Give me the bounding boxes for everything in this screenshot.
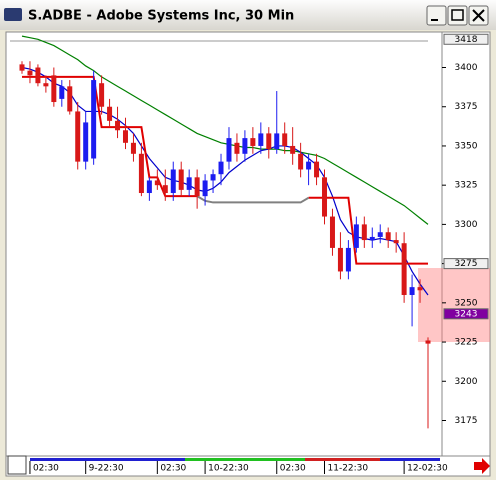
candle-body [385, 232, 391, 241]
minimize-button[interactable] [426, 5, 447, 26]
candle-body [274, 133, 280, 150]
candle-body [250, 138, 256, 146]
candle-body [75, 111, 81, 162]
candle-body [393, 240, 399, 244]
candle-body [329, 216, 335, 248]
close-button[interactable] [468, 5, 489, 26]
price-marker-box [443, 308, 489, 320]
session-bar [185, 458, 305, 461]
candle-body [91, 80, 97, 159]
candle-body [162, 185, 168, 194]
y-tick-label: 3300 [455, 220, 478, 230]
x-tick-label: 02:30 [33, 464, 59, 474]
session-bar[interactable] [380, 458, 440, 461]
candle-body [154, 180, 160, 186]
candle-body [242, 138, 248, 154]
candle-body [99, 83, 105, 107]
x-tick-label: 12-02:30 [407, 464, 448, 474]
candle-body [186, 177, 192, 190]
plot-area [5, 31, 443, 457]
candle-body [337, 247, 343, 272]
candle-body [234, 142, 240, 154]
candle-body [202, 180, 208, 197]
window-title: S.ADBE - Adobe Systems Inc, 30 Min [28, 9, 294, 24]
candle-body [122, 130, 128, 143]
price-axis [441, 31, 491, 457]
window-icon [4, 8, 22, 21]
y-tick-label: 3200 [455, 377, 478, 387]
price-marker-label: 3243 [455, 309, 478, 319]
indicator-line [196, 195, 310, 204]
candle-body [369, 236, 375, 241]
candle-body [35, 67, 41, 84]
candle-body [345, 247, 351, 272]
y-tick-label: 3325 [455, 181, 478, 191]
y-tick-label: 3350 [455, 141, 478, 151]
maximize-button[interactable] [447, 5, 468, 26]
candle-body [417, 287, 423, 291]
candle-body [218, 161, 224, 175]
candle-body [361, 224, 367, 241]
x-tick-label: 11-22:30 [328, 464, 369, 474]
candle-body [194, 177, 200, 197]
indicator-line [21, 35, 429, 225]
candle-body [51, 75, 57, 103]
x-tick-label: 02:30 [280, 464, 306, 474]
candle-body [59, 86, 65, 99]
candle-body [170, 169, 176, 194]
candle-body [107, 106, 113, 121]
candle-body [314, 161, 320, 178]
candle-body [306, 161, 312, 170]
x-tick-label: 10-22:30 [208, 464, 249, 474]
candle-body [226, 138, 232, 162]
price-marker-box [443, 33, 489, 45]
y-tick-label: 3175 [455, 416, 478, 426]
candle-body [83, 122, 89, 162]
candle-body [130, 142, 136, 154]
candle-body [401, 243, 407, 295]
candle-body [210, 174, 216, 181]
candle-body [282, 133, 288, 146]
candle-body [322, 177, 328, 217]
corner-box[interactable] [7, 455, 27, 475]
y-tick-label: 3250 [455, 298, 478, 308]
candle-body [258, 133, 264, 146]
candle-body [353, 224, 359, 248]
candle-body [425, 340, 431, 344]
candle-body [377, 232, 383, 237]
candle-body [138, 153, 144, 194]
candle-body [19, 64, 25, 71]
y-tick-label: 3375 [455, 102, 478, 112]
candle-body [67, 86, 73, 112]
price-marker-box [443, 258, 489, 270]
candle-body [298, 153, 304, 170]
y-tick-label: 3225 [455, 338, 478, 348]
candle-body [43, 83, 49, 87]
price-marker-label: 3275 [455, 259, 478, 269]
price-marker-label: 3418 [455, 35, 478, 45]
alert-zone [418, 268, 490, 342]
session-bar [305, 458, 380, 461]
indicator-line [21, 66, 429, 296]
candle-body [178, 169, 184, 190]
candle-body [266, 133, 272, 150]
candle-body [27, 70, 33, 76]
y-tick-label: 3400 [455, 63, 478, 73]
title-bar [0, 0, 496, 30]
candle-body [290, 145, 296, 154]
candle-body [115, 120, 121, 131]
candle-body [146, 180, 152, 194]
x-tick-label: 02:30 [160, 464, 186, 474]
scroll-arrow[interactable] [474, 458, 490, 474]
session-bar [30, 458, 185, 461]
candle-body [409, 287, 415, 295]
x-tick-label: 9-22:30 [89, 464, 124, 474]
